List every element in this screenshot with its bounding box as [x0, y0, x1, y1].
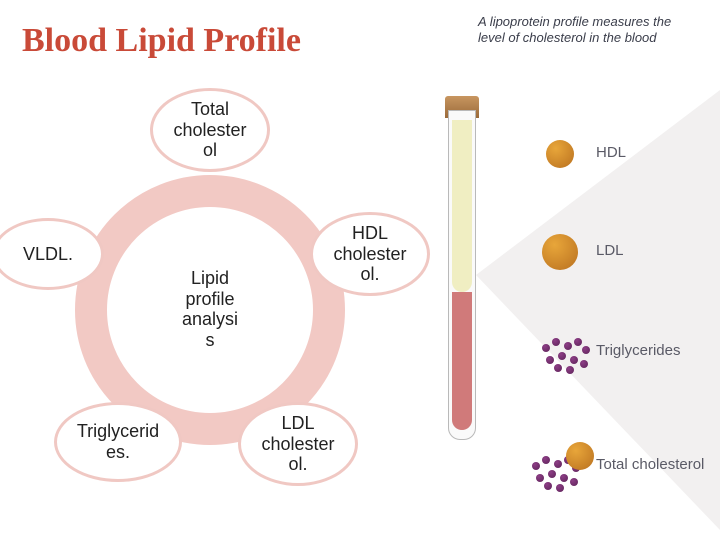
item-label-ldl: LDL	[596, 242, 624, 259]
test-tube	[448, 110, 476, 440]
item-label-trig: Triglycerides	[596, 342, 680, 359]
item-label-hdl: HDL	[596, 144, 626, 161]
item-label-total: Total cholesterol	[596, 456, 704, 473]
